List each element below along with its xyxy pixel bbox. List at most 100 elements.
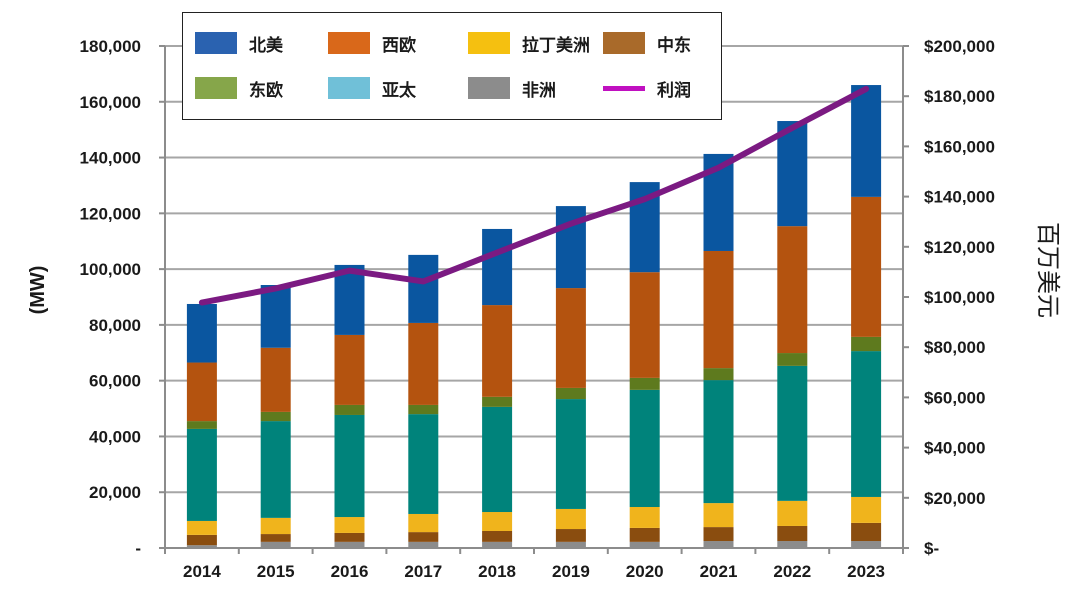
y-axis-left-title: (MW) xyxy=(27,266,49,315)
legend-item: 利润 xyxy=(603,76,691,101)
y-tick-label: 140,000 xyxy=(80,149,141,168)
bar-segment-2016 xyxy=(334,517,365,533)
y-right-tick-label: $160,000 xyxy=(924,137,995,156)
x-tick-label: 2015 xyxy=(257,562,295,581)
legend-item: 西欧 xyxy=(328,31,416,56)
legend-item: 非洲 xyxy=(468,76,556,101)
legend-label: 北美 xyxy=(249,35,283,56)
y-tick-label: 100,000 xyxy=(80,260,141,279)
bar-segment-2014 xyxy=(186,428,217,521)
bar-segment-2020 xyxy=(629,377,660,390)
bar-segment-2019 xyxy=(555,288,586,388)
y-right-tick-label: $120,000 xyxy=(924,238,995,257)
x-tick-label: 2022 xyxy=(773,562,811,581)
bar-segment-2014 xyxy=(186,534,217,546)
bar-segment-2023 xyxy=(851,196,882,337)
y-tick-label: 160,000 xyxy=(80,93,141,112)
x-tick-label: 2018 xyxy=(478,562,516,581)
bar-segment-2018 xyxy=(482,541,513,548)
bar-segment-2016 xyxy=(334,414,365,518)
bar-segment-2018 xyxy=(482,305,513,397)
legend-color-swatch xyxy=(195,32,237,54)
bar-segment-2018 xyxy=(482,396,513,407)
legend-color-swatch xyxy=(603,32,645,54)
bar-segment-2014 xyxy=(186,520,217,535)
bar-segment-2017 xyxy=(408,532,439,542)
bar-segment-2015 xyxy=(260,534,291,542)
bar-segment-2019 xyxy=(555,529,586,542)
bar-segment-2021 xyxy=(703,503,734,528)
bar-segment-2021 xyxy=(703,368,734,381)
y-right-tick-label: $140,000 xyxy=(924,188,995,207)
legend-label: 拉丁美洲 xyxy=(522,35,590,56)
profit-line-group xyxy=(198,85,870,306)
y-right-tick-label: $60,000 xyxy=(924,388,985,407)
y-axis-left-ticks: - 20,000 40,000 60,000 80,000 100,000 120,000 1… xyxy=(80,37,165,558)
bar-segment-2014 xyxy=(186,545,217,548)
bar-segment-2020 xyxy=(629,389,660,508)
bar-segment-2018 xyxy=(482,406,513,513)
y-right-tick-label: $200,000 xyxy=(924,37,995,56)
y-axis-right-ticks: $- $20,000 $40,000 $60,000 $80,000 $100,000 $1… xyxy=(903,37,995,558)
x-tick-label: 2019 xyxy=(552,562,590,581)
bar-segment-2016 xyxy=(334,404,365,415)
bar-segment-2022 xyxy=(777,500,808,526)
bar-segment-2017 xyxy=(408,541,439,548)
y-tick-label: 80,000 xyxy=(89,316,141,335)
y-tick-label: 120,000 xyxy=(80,204,141,223)
bar-segment-2017 xyxy=(408,414,439,514)
x-tick-label: 2023 xyxy=(847,562,885,581)
y-right-tick-label: $80,000 xyxy=(924,338,985,357)
bar-segment-2022 xyxy=(777,525,808,542)
legend-label: 东欧 xyxy=(249,80,283,101)
bar-segment-2016 xyxy=(334,541,365,548)
bar-segment-2015 xyxy=(260,285,291,348)
y-right-tick-label: $180,000 xyxy=(924,87,995,106)
bar-segment-2020 xyxy=(629,541,660,548)
bar-segment-2015 xyxy=(260,347,291,412)
bar-segment-2019 xyxy=(555,508,586,530)
bar-segment-2020 xyxy=(629,507,660,528)
legend-item: 亚太 xyxy=(328,76,416,101)
y-tick-label: 60,000 xyxy=(89,372,141,391)
bar-segment-2022 xyxy=(777,226,808,354)
y-axis-right-title: 百万美元 xyxy=(1034,222,1062,318)
bar-segment-2022 xyxy=(777,353,808,366)
legend-color-swatch xyxy=(328,77,370,99)
profit-line xyxy=(198,85,870,306)
x-tick-label: 2017 xyxy=(404,562,442,581)
y-right-tick-label: $- xyxy=(924,539,939,558)
legend-color-swatch xyxy=(195,77,237,99)
y-tick-label: - xyxy=(135,539,141,558)
x-tick-label: 2020 xyxy=(626,562,664,581)
x-tick-label: 2021 xyxy=(700,562,738,581)
legend-item: 拉丁美洲 xyxy=(468,31,590,56)
bar-segment-2016 xyxy=(334,532,365,542)
legend-color-swatch xyxy=(328,32,370,54)
bar-segment-2016 xyxy=(334,334,365,405)
legend-item: 中东 xyxy=(603,31,691,56)
bars xyxy=(186,85,882,548)
legend: 北美 西欧 拉丁美洲 中东东欧 亚太 非洲 利润 xyxy=(182,12,722,120)
legend-color-swatch xyxy=(468,77,510,99)
legend-item: 北美 xyxy=(195,31,283,56)
bar-segment-2017 xyxy=(408,322,439,405)
bar-segment-2017 xyxy=(408,513,439,533)
bar-segment-2017 xyxy=(408,254,439,323)
y-tick-label: 40,000 xyxy=(89,427,141,446)
legend-label: 利润 xyxy=(657,80,691,101)
x-axis-ticks: 2014 2015 2016 2017 2018 2019 2020 2021 2022 2023 xyxy=(164,548,904,581)
bar-segment-2014 xyxy=(186,421,217,429)
bar-segment-2018 xyxy=(482,530,513,542)
legend-label: 亚太 xyxy=(382,80,416,101)
bar-segment-2014 xyxy=(186,362,217,422)
legend-label: 非洲 xyxy=(522,80,556,101)
y-right-tick-label: $20,000 xyxy=(924,489,985,508)
bar-segment-2020 xyxy=(629,272,660,378)
y-tick-label: 180,000 xyxy=(80,37,141,56)
x-tick-label: 2016 xyxy=(331,562,369,581)
bar-segment-2023 xyxy=(851,496,882,523)
y-tick-label: 20,000 xyxy=(89,483,141,502)
bar-segment-2015 xyxy=(260,421,291,518)
